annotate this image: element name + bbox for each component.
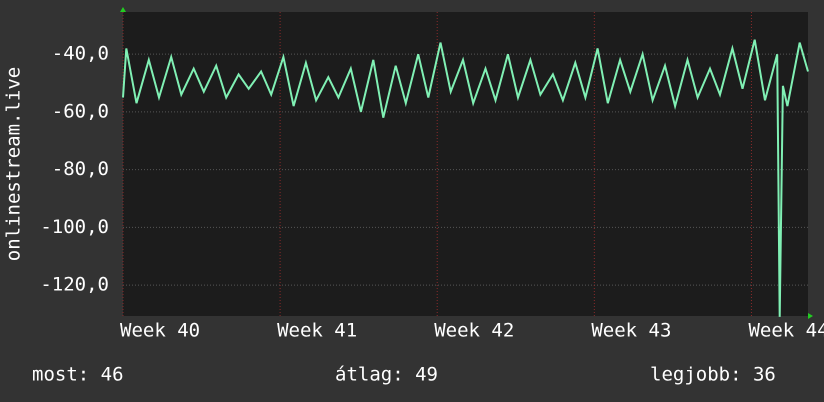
axis-arrow	[808, 313, 813, 319]
y-tick-label: -120,0	[40, 274, 109, 296]
x-tick-label: Week 44	[748, 320, 824, 342]
y-tick-label: -60,0	[52, 100, 109, 122]
x-tick-label: Week 41	[277, 320, 357, 342]
x-tick-label: Week 42	[434, 320, 514, 342]
y-tick-label: -80,0	[52, 158, 109, 180]
y-tick-label: -100,0	[40, 216, 109, 238]
plot-area	[123, 12, 808, 316]
stat: átlag: 49	[335, 364, 438, 386]
y-axis-label: onlinestream.live	[3, 67, 25, 261]
series-line	[122, 39, 809, 317]
axis-arrow	[120, 7, 126, 12]
x-tick-label: Week 40	[120, 320, 200, 342]
stat: most: 46	[32, 364, 124, 386]
y-tick-label: -40,0	[52, 43, 109, 65]
x-tick-label: Week 43	[591, 320, 671, 342]
stat: legjobb: 36	[650, 364, 776, 386]
